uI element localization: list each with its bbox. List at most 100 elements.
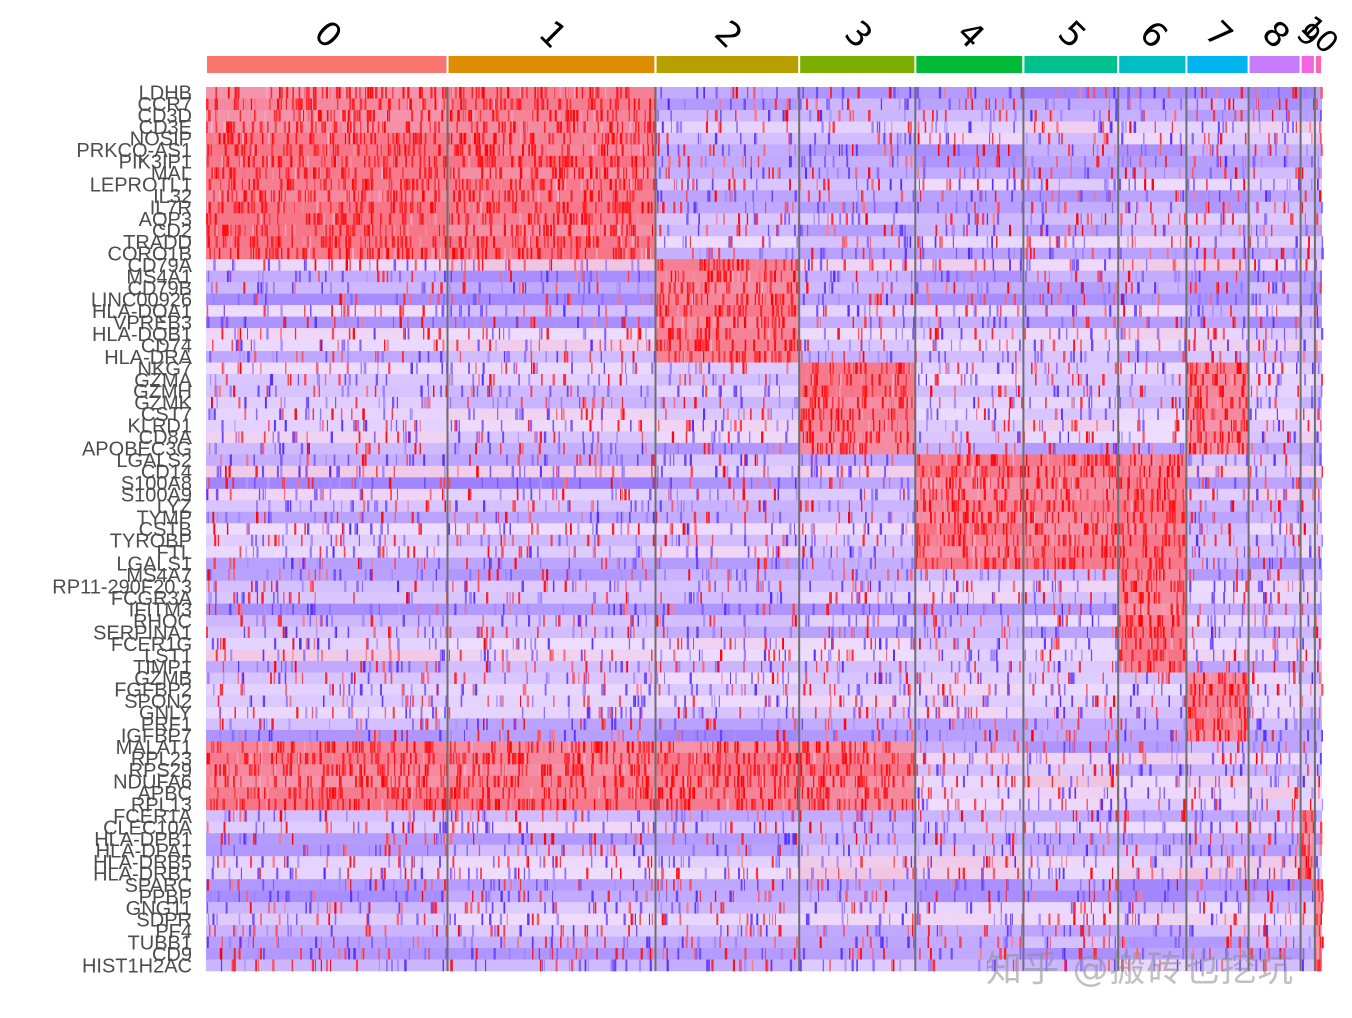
heatmap-cell — [237, 431, 240, 444]
heatmap-cell — [510, 270, 512, 283]
heatmap-cell — [375, 87, 378, 99]
heatmap-cell — [357, 144, 360, 157]
heatmap-cell — [982, 351, 984, 363]
heatmap-cell — [247, 155, 250, 168]
heatmap-cell — [523, 305, 526, 317]
heatmap-cell — [997, 155, 999, 168]
heatmap-cell — [708, 316, 711, 329]
heatmap-cell — [293, 109, 295, 122]
heatmap-cell — [545, 293, 549, 306]
heatmap-cell — [769, 98, 772, 111]
heatmap-cell — [422, 190, 425, 203]
heatmap-cell — [324, 270, 327, 283]
heatmap-cell — [746, 259, 748, 271]
heatmap-cell — [419, 201, 421, 214]
heatmap-cell — [1202, 374, 1204, 386]
heatmap-cell — [651, 132, 654, 145]
heatmap-cell — [904, 293, 907, 306]
heatmap-cell — [967, 213, 970, 226]
heatmap-cell — [600, 213, 602, 226]
heatmap-cell — [536, 236, 539, 249]
heatmap-cell — [406, 121, 408, 134]
heatmap-cell — [207, 144, 210, 157]
heatmap-cell — [257, 282, 260, 294]
heatmap-cell — [1072, 351, 1075, 363]
heatmap-cell — [832, 396, 834, 409]
heatmap-cell — [1198, 385, 1200, 398]
heatmap-cell — [844, 362, 846, 375]
heatmap-cell — [927, 408, 929, 421]
heatmap-block — [1118, 419, 1187, 432]
heatmap-block — [1118, 270, 1187, 283]
heatmap-cell — [498, 121, 501, 134]
heatmap-cell — [372, 109, 375, 122]
heatmap-block — [655, 339, 800, 352]
heatmap-block — [1118, 201, 1187, 214]
heatmap-cell — [584, 213, 587, 226]
heatmap-cell — [684, 316, 686, 329]
heatmap-block — [1118, 328, 1187, 340]
heatmap-cell — [1074, 247, 1077, 260]
heatmap-cell — [244, 396, 247, 409]
heatmap-cell — [421, 316, 424, 329]
heatmap-cell — [1131, 396, 1134, 409]
heatmap-cell — [252, 224, 254, 237]
heatmap-cell — [441, 109, 443, 122]
heatmap-cell — [255, 190, 258, 203]
heatmap-cell — [1074, 270, 1078, 283]
heatmap-cell — [364, 362, 367, 375]
heatmap-cell — [341, 167, 344, 180]
heatmap-cell — [1104, 408, 1107, 421]
heatmap-cell — [768, 109, 771, 122]
heatmap-cell — [214, 374, 217, 386]
heatmap-cell — [496, 144, 499, 157]
heatmap-cell — [392, 316, 394, 329]
heatmap-cell — [633, 132, 635, 145]
heatmap-cell — [653, 178, 656, 191]
heatmap-cell — [430, 167, 433, 180]
heatmap-cell — [947, 132, 949, 145]
heatmap-cell — [624, 236, 627, 249]
heatmap-cell — [571, 362, 573, 375]
heatmap-cell — [510, 98, 512, 111]
heatmap-block — [1248, 305, 1301, 317]
heatmap-cell — [733, 305, 735, 317]
heatmap-cell — [777, 293, 779, 306]
heatmap-cell — [264, 190, 267, 203]
heatmap-cell — [638, 419, 641, 432]
heatmap-cell — [735, 87, 738, 99]
heatmap-cell — [406, 259, 409, 271]
heatmap-cell — [485, 247, 487, 260]
heatmap-cell — [1071, 144, 1074, 157]
heatmap-cell — [963, 167, 966, 180]
heatmap-cell — [991, 328, 994, 340]
heatmap-cell — [259, 190, 262, 203]
heatmap-cell — [425, 132, 427, 145]
heatmap-cell — [1264, 213, 1267, 226]
heatmap-cell — [313, 98, 315, 111]
heatmap-cell — [338, 178, 340, 191]
heatmap-cell — [647, 247, 649, 260]
heatmap-cell — [264, 201, 268, 214]
heatmap-cell — [334, 316, 336, 329]
heatmap-cell — [1134, 213, 1137, 226]
heatmap-cell — [360, 362, 362, 375]
heatmap-cell — [223, 121, 226, 134]
heatmap-cell — [307, 190, 310, 203]
heatmap-cell — [472, 247, 475, 260]
heatmap-cell — [565, 87, 568, 99]
heatmap-cell — [231, 109, 234, 122]
heatmap-cell — [788, 213, 790, 226]
heatmap-cell — [1159, 132, 1162, 145]
heatmap-cell — [665, 408, 667, 421]
heatmap-cell — [1238, 396, 1241, 409]
heatmap-cell — [803, 408, 806, 421]
heatmap-cell — [390, 419, 392, 432]
heatmap-block — [447, 351, 656, 363]
heatmap-cell — [676, 328, 680, 340]
heatmap-cell — [719, 259, 721, 271]
heatmap-cell — [590, 236, 593, 249]
heatmap-cell — [1231, 213, 1234, 226]
heatmap-row-CST7 — [206, 408, 1322, 421]
heatmap-cell — [215, 167, 218, 180]
